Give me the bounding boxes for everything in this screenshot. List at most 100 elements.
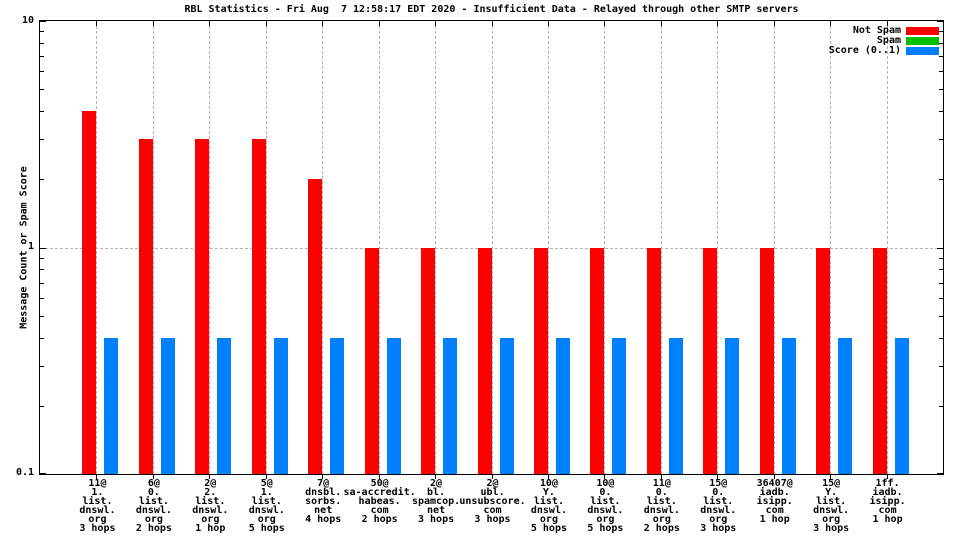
y-minor-tick [40,139,44,141]
y-minor-tick [939,71,943,73]
y-major-tick [937,473,943,474]
y-minor-tick [40,89,44,91]
bar-score [386,337,401,474]
x-axis-label-line: 36407@ [756,478,793,489]
x-tick-bottom [96,474,98,479]
y-minor-tick [40,257,44,259]
y-tick-label-0_1: 0.1 [15,467,34,478]
y-minor-tick [939,139,943,141]
x-axis-label: 2@ ubl. unsubscore. com 3 hops [459,479,525,525]
x-axis-label-line: net [314,505,333,516]
x-axis-label-line: list. [82,496,113,507]
x-axis-label-line: Y. [542,487,555,498]
x-axis-label-line: 4 hops [305,514,342,525]
x-axis-label-line: org [201,514,220,525]
x-axis-label: 10@ Y. list. dnswl. org 5 hops [530,478,567,534]
x-axis-label-line: 5 hops [530,523,567,534]
x-axis-label: 7@ dnsbl. sorbs. net 4 hops [305,479,342,525]
x-tick-top [886,21,888,26]
x-tick-top [547,21,549,26]
legend-swatch-not-spam [906,27,939,35]
x-axis-label-line: 3 hops [474,514,511,525]
y-minor-tick [40,56,44,58]
x-axis-label: 1ff. iadb. isipp. com 1 hop [870,479,906,525]
x-axis-label-line: 0. [655,487,668,498]
y-minor-tick [40,111,44,113]
bar-score [612,337,627,474]
y-major-tick [937,21,943,22]
legend-label-score: Score (0..1) [828,45,901,56]
x-axis-label-line: dnswl. [135,505,172,516]
x-axis-label-line: 6@ [147,478,160,489]
x-axis-label-line: 0. [712,487,725,498]
x-axis-label-line: 11@ [652,478,671,489]
y-minor-tick [40,315,44,317]
x-axis-label-line: sa-accredit. [343,487,416,498]
x-tick-top [660,21,662,26]
x-axis-label-line: 2 hops [643,523,680,534]
bar-not-spam [195,139,210,474]
x-axis-label-line: list. [251,496,282,507]
x-axis-label-line: 11@ [88,478,107,489]
y-minor-tick [939,405,943,407]
x-tick-top [435,21,437,26]
y-minor-tick [40,337,44,339]
bar-score [160,337,175,474]
x-tick-bottom [547,474,549,479]
x-axis-label-line: 10@ [539,478,558,489]
x-axis-label-line: 1 hop [195,523,226,534]
x-tick-bottom [209,474,211,479]
x-tick-top [830,21,832,26]
y-minor-tick [939,89,943,91]
x-axis-label-line: list. [195,496,226,507]
x-axis-label-line: org [822,514,841,525]
plot-area: Not Spam Spam Score (0..1) 11@ 1. list. dns… [39,20,944,534]
x-axis-label-line: 15@ [709,478,728,489]
x-axis-label-line: 3 hops [813,523,850,534]
y-major-tick [40,473,46,474]
x-axis-label-line: dnswl. [643,505,680,516]
x-tick-bottom [717,474,719,479]
x-axis-label-line: 10@ [596,478,615,489]
x-tick-bottom [660,474,662,479]
bar-not-spam [759,247,774,474]
x-axis-label: 50@ sa-accredit. habeas. com 2 hops [343,479,416,525]
bar-not-spam [533,247,548,474]
x-tick-top [378,21,380,26]
x-axis-label-line: 2@ [204,478,217,489]
x-axis-label-line: sorbs. [305,496,342,507]
legend-label-spam: Spam [876,35,901,46]
bar-not-spam [872,247,887,474]
x-axis-label-line: list. [703,496,734,507]
x-axis-label: 2@ bl. spamcop. net 3 hops [412,479,460,525]
y-minor-tick [939,282,943,284]
x-axis-label-line: com [765,505,784,516]
x-axis-label-line: dnswl. [530,505,567,516]
y-minor-tick [939,365,943,367]
y-tick-label-10: 10 [21,15,34,26]
x-axis-label-line: 5 hops [248,523,285,534]
legend-swatch-spam [906,37,939,45]
x-axis-label-line: habeas. [358,496,401,507]
bar-not-spam [703,247,718,474]
y-minor-tick [939,337,943,339]
x-axis-label-line: 1 hop [872,514,903,525]
x-axis-label-line: 5@ [260,478,273,489]
bar-score [443,337,458,474]
x-tick-bottom [773,474,775,479]
x-axis-label-line: com [370,505,389,516]
bar-not-spam [82,111,97,474]
x-axis-label-line: 2 hops [135,523,172,534]
gridline-y1 [40,247,943,249]
x-axis-label-line: dnswl. [248,505,285,516]
x-tick-top [152,21,154,26]
x-axis-label-line: com [483,505,502,516]
x-axis-label-line: dnsbl. [305,487,342,498]
bar-not-spam [308,179,323,474]
x-axis-label-line: list. [138,496,169,507]
x-tick-top [491,21,493,26]
y-tick-label-1: 1 [27,241,34,252]
x-axis-label: 2@ 2. list. dnswl. org 1 hop [192,478,228,534]
x-axis-label-line: 2. [204,487,217,498]
x-axis-label: 11@ 0. list. dnswl. org 2 hops [643,478,680,534]
